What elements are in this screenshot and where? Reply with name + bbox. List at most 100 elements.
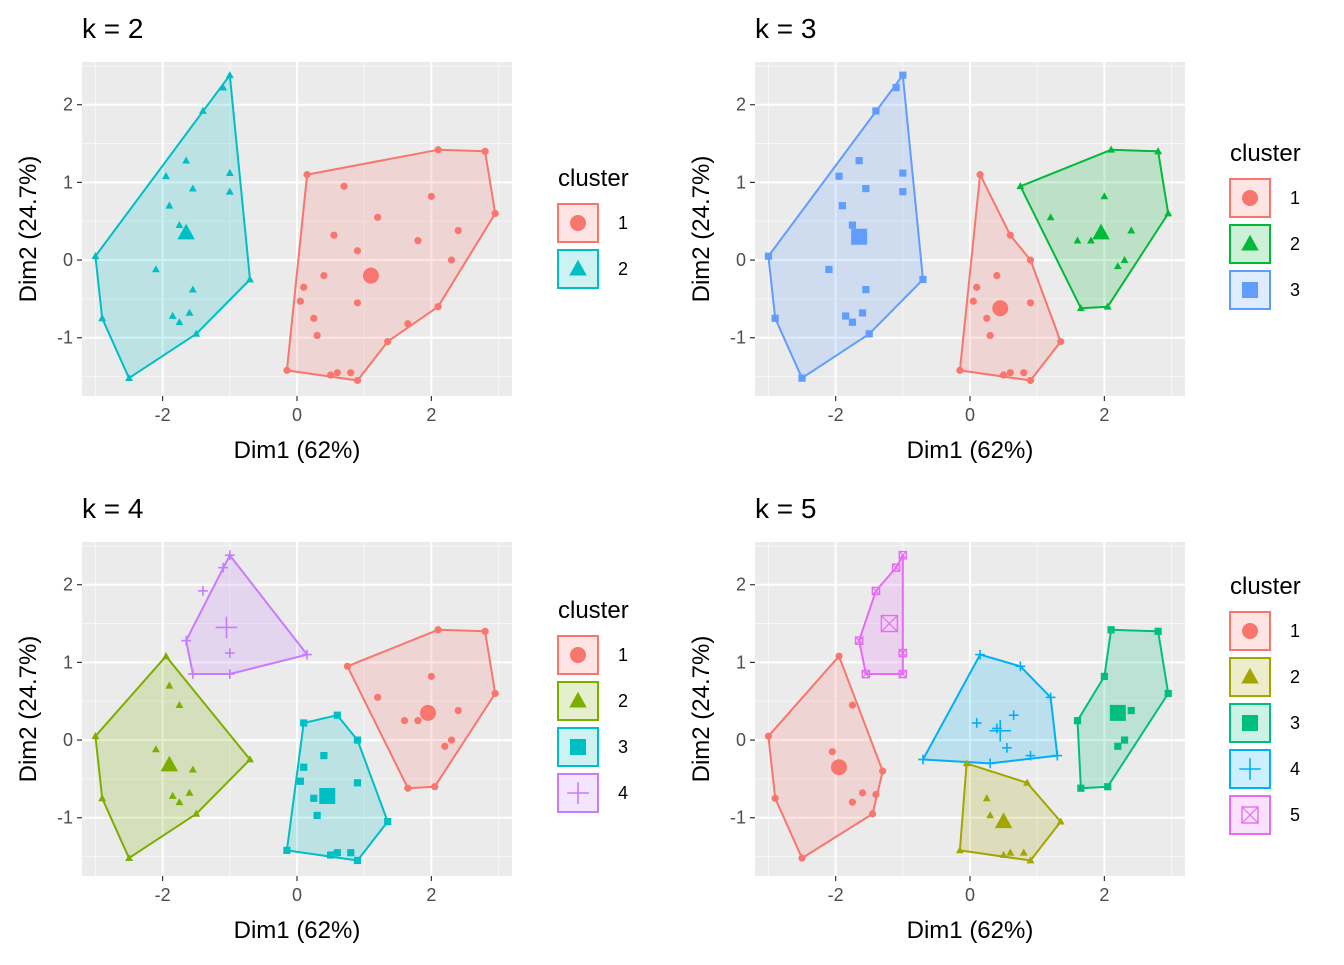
cluster-3-point	[919, 275, 927, 284]
legend-title: cluster	[558, 165, 629, 192]
cluster-2-centroid	[160, 755, 179, 772]
cluster-2-point	[1107, 145, 1116, 153]
cluster-2-point	[1006, 848, 1015, 856]
x-axis-title: Dim1 (62%)	[907, 437, 1034, 464]
cluster-3-point	[347, 849, 355, 857]
cluster-3-point	[296, 777, 304, 785]
cluster-5-point	[898, 648, 908, 658]
cluster-5-point-d2	[855, 636, 864, 645]
y-tick-label: -1	[730, 328, 746, 348]
y-axis-title: Dim2 (24.7%)	[688, 156, 715, 303]
cluster-5-point	[898, 550, 908, 560]
x-axis-title: Dim1 (62%)	[234, 917, 361, 944]
legend-key-symbol-2	[1241, 234, 1259, 251]
cluster-2-point	[1076, 304, 1085, 312]
legend-key-symbol-1	[570, 215, 586, 231]
cluster-hull-2	[958, 762, 1062, 862]
cluster-2-point	[125, 853, 133, 862]
cluster-2-point	[1073, 236, 1082, 244]
legend-label-2: 2	[618, 259, 628, 279]
cluster-2-point	[162, 172, 170, 180]
cluster-4-point	[181, 635, 192, 646]
cluster-4-point	[218, 562, 228, 573]
cluster-4-point	[985, 758, 996, 769]
cluster-1-point	[764, 732, 773, 740]
cluster-2-point	[185, 308, 194, 316]
y-tick-label: 2	[736, 95, 746, 115]
cluster-1-point	[414, 237, 422, 245]
y-axis-title: Dim2 (24.7%)	[15, 156, 42, 303]
panel-title: k = 4	[82, 493, 143, 524]
legend-key-symbol-5-box	[1241, 806, 1259, 824]
legend-label-5: 5	[1290, 805, 1300, 825]
cluster-3-point	[835, 172, 843, 180]
cluster-2-point	[1019, 848, 1028, 856]
cluster-3-point	[892, 84, 900, 92]
cluster-2-point	[168, 311, 177, 319]
cluster-3-point	[1104, 783, 1112, 791]
cluster-5-centroid	[880, 614, 899, 633]
cluster-2-point	[986, 811, 995, 819]
cluster-1-point	[283, 366, 291, 374]
cluster-1-point	[1026, 376, 1035, 385]
cluster-1-point	[447, 736, 456, 744]
cluster-4-point	[1045, 692, 1056, 703]
cluster-3-point	[825, 265, 833, 273]
cluster-5-point-d2	[898, 551, 907, 560]
cluster-2-point	[165, 201, 174, 209]
cluster-4-centroid	[215, 616, 238, 639]
cluster-1-point	[771, 794, 779, 802]
cluster-1-point	[434, 303, 442, 311]
legend-key-symbol-3	[1242, 715, 1258, 731]
y-tick-label: 1	[736, 172, 746, 192]
plot-area	[91, 71, 499, 385]
cluster-2-point	[175, 220, 184, 229]
cluster-1-point	[1006, 231, 1014, 239]
cluster-1-point	[374, 213, 382, 221]
cluster-1-point	[828, 748, 836, 756]
cluster-3-point	[353, 779, 362, 787]
cluster-2-point	[98, 314, 107, 322]
cluster-5-centroid-d2	[880, 615, 898, 632]
cluster-3-point	[771, 314, 779, 322]
cluster-3-point	[353, 856, 362, 865]
cluster-2-point	[91, 252, 100, 260]
cluster-1-point	[333, 369, 341, 377]
cluster-1-point	[353, 299, 362, 307]
legend-key-1	[1229, 611, 1271, 651]
cluster-5-point-d2	[892, 563, 901, 572]
cluster-1-point	[481, 147, 489, 155]
panel-title: k = 5	[755, 493, 816, 524]
cluster-3-point	[300, 763, 308, 771]
y-tick-label: -1	[730, 808, 746, 828]
cluster-2-point	[1127, 226, 1136, 234]
cluster-1-point	[879, 767, 887, 775]
y-tick-label: -1	[57, 808, 73, 828]
cluster-5-point-box	[854, 636, 864, 645]
legend-key-symbol-2	[569, 259, 587, 276]
facet-panel-2: k = 3 -2 0 2 -1 0 1 2 Dim1 (62%) Dim2 (24.7%) clus…	[688, 13, 1301, 464]
cluster-2-point	[999, 850, 1008, 858]
cluster-2-centroid	[1092, 223, 1110, 240]
legend-key-symbol-2	[569, 691, 587, 708]
cluster-1-point	[404, 320, 412, 328]
cluster-3-point	[300, 719, 308, 727]
y-tick-label: 1	[736, 652, 746, 672]
legend-title: cluster	[558, 597, 629, 624]
cluster-3-point	[899, 188, 907, 196]
cluster-2-point	[199, 106, 207, 114]
cluster-5-centroid-box	[880, 614, 899, 633]
cluster-2-point	[192, 809, 201, 817]
cluster-1-point	[868, 810, 877, 818]
cluster-2-point	[188, 184, 197, 192]
cluster-3-point	[848, 221, 857, 229]
cluster-1-point	[330, 231, 338, 239]
legend-key-symbol-1	[570, 647, 586, 663]
cluster-2-point	[225, 71, 234, 79]
legend-label-4: 4	[618, 783, 628, 803]
legend-key-symbol-1	[1242, 623, 1258, 639]
cluster-1-point	[481, 627, 489, 635]
cluster-2-point	[188, 765, 197, 773]
facet-panel-3: k = 4 -2 0 2 -1 0 1 2 Dim1 (62%) Dim2 (24.7%) clus…	[15, 493, 629, 944]
